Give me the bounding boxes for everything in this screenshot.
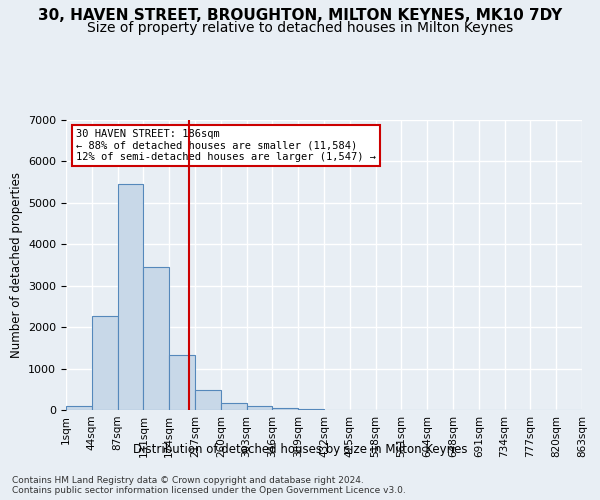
Bar — [247, 406, 272, 410]
Bar — [118, 184, 143, 410]
Bar — [143, 267, 169, 410]
Text: Distribution of detached houses by size in Milton Keynes: Distribution of detached houses by size … — [133, 442, 467, 456]
Y-axis label: Number of detached properties: Number of detached properties — [10, 172, 23, 358]
Bar — [92, 316, 118, 410]
Bar — [195, 390, 221, 410]
Bar — [221, 403, 247, 410]
Text: 30, HAVEN STREET, BROUGHTON, MILTON KEYNES, MK10 7DY: 30, HAVEN STREET, BROUGHTON, MILTON KEYN… — [38, 8, 562, 22]
Text: 30 HAVEN STREET: 186sqm
← 88% of detached houses are smaller (11,584)
12% of sem: 30 HAVEN STREET: 186sqm ← 88% of detache… — [76, 128, 376, 162]
Bar — [169, 356, 195, 410]
Bar — [66, 406, 92, 410]
Text: Contains public sector information licensed under the Open Government Licence v3: Contains public sector information licen… — [12, 486, 406, 495]
Bar — [298, 409, 324, 410]
Text: Size of property relative to detached houses in Milton Keynes: Size of property relative to detached ho… — [87, 21, 513, 35]
Text: Contains HM Land Registry data © Crown copyright and database right 2024.: Contains HM Land Registry data © Crown c… — [12, 476, 364, 485]
Bar — [272, 408, 298, 410]
